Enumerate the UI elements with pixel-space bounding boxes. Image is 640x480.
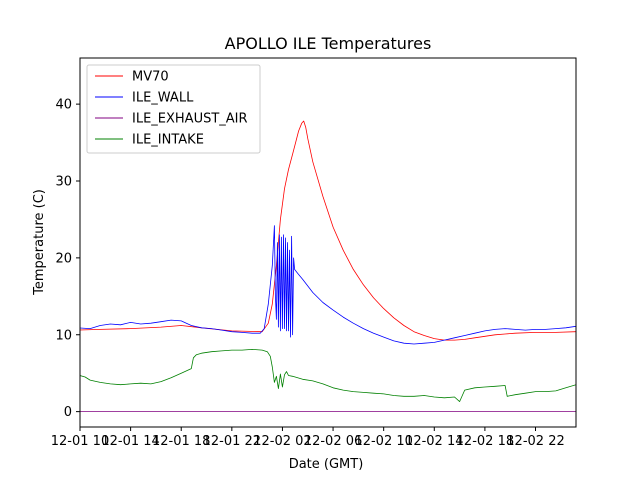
x-tick-label: 12-02 06 [304,434,362,449]
legend-box [86,64,261,154]
plot-frame [79,57,577,428]
y-tick-label: 40 [55,98,72,113]
x-axis-label: Date (GMT) [289,457,364,472]
legend-label-ile-wall: ILE_WALL [132,91,194,106]
y-axis: 0 10 20 30 40 [55,98,80,420]
y-tick-label: 30 [55,175,72,190]
y-tick-label: 10 [55,328,72,343]
legend-label-mv70: MV70 [132,70,169,85]
x-tick-label: 12-02 14 [405,434,463,449]
x-tick-label: 12-01 14 [101,434,159,449]
x-tick-label: 12-01 10 [51,434,109,449]
y-tick-label: 0 [64,405,72,420]
legend: MV70 ILE_WALL ILE_EXHAUST_AIR ILE_INTAKE [86,64,261,154]
chart-title: APOLLO ILE Temperatures [225,34,432,53]
series-line-ile-wall [80,225,576,345]
y-tick-label: 20 [55,251,72,266]
x-tick-label: 12-01 22 [203,434,261,449]
x-tick-label: 12-02 02 [253,434,311,449]
x-tick-label: 12-02 10 [354,434,412,449]
x-tick-label: 12-02 18 [456,434,514,449]
x-tick-label: 12-02 22 [506,434,564,449]
series-lines [80,120,576,412]
legend-label-ile-intake: ILE_INTAKE [132,133,204,148]
x-tick-label: 12-01 18 [152,434,210,449]
legend-label-ile-exhaust-air: ILE_EXHAUST_AIR [132,112,248,127]
series-line-ile-intake [80,349,576,402]
y-axis-label: Temperature (C) [32,189,47,296]
